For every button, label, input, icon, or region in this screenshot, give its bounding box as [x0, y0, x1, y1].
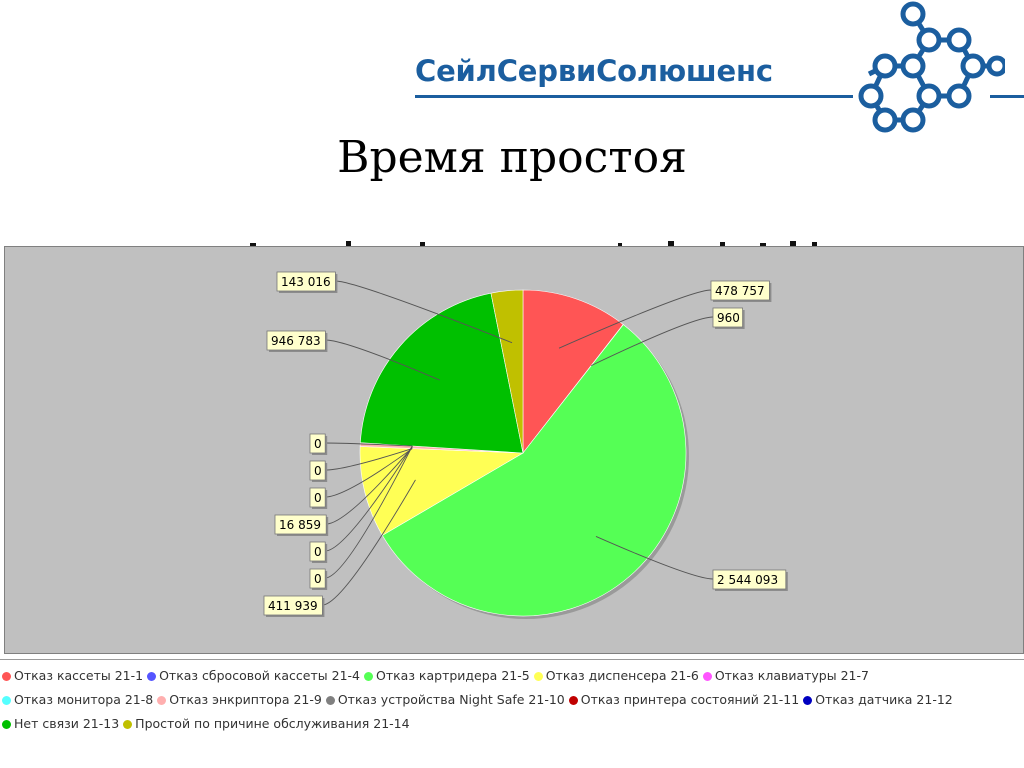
logo-underline-right — [990, 95, 1024, 98]
data-label: 0 — [309, 541, 328, 563]
leader-line — [325, 448, 413, 498]
legend-label: Отказ сбросовой кассеты 21-4 — [159, 668, 360, 683]
legend-swatch-icon — [157, 696, 167, 705]
data-label-text: 478 757 — [715, 284, 765, 298]
logo-text: СейлСервиСолюшенс — [415, 54, 773, 88]
legend-swatch-icon — [2, 696, 11, 705]
data-label-text: 0 — [314, 545, 322, 559]
leader-line — [591, 316, 714, 367]
legend-label: Отказ кассеты 21-1 — [14, 668, 144, 683]
legend-item[interactable]: Отказ энкриптора 21-9 — [157, 688, 322, 712]
data-label: 411 939 — [263, 595, 325, 617]
legend-row: Отказ кассеты 21-1 Отказ сбросовой кассет… — [2, 664, 1022, 688]
data-label-text: 0 — [314, 437, 322, 451]
legend-item[interactable]: Отказ кассеты 21-1 — [2, 664, 143, 688]
chart-legend: Отказ кассеты 21-1 Отказ сбросовой кассет… — [2, 664, 1022, 736]
legend-item[interactable]: Отказ монитора 21-8 — [2, 688, 153, 712]
legend-label: Отказ принтера состояний 21-11 — [580, 692, 800, 707]
legend-item[interactable]: Отказ принтера состояний 21-11 — [568, 688, 800, 712]
legend-label: Отказ устройства Night Safe 21-10 — [337, 692, 565, 707]
logo-underline — [415, 95, 853, 98]
pie-slice[interactable] — [381, 324, 687, 617]
data-label-text: 946 783 — [271, 334, 321, 348]
leader-line — [325, 448, 413, 471]
data-label-text: 2 544 093 — [717, 573, 778, 587]
legend-swatch-icon — [2, 720, 11, 729]
legend-row: Нет связи 21-13 Простой по причине обслуж… — [2, 712, 1022, 736]
company-logo: СейлСервиСолюшенс — [415, 0, 1024, 140]
legend-separator — [0, 659, 1024, 660]
legend-item[interactable]: Простой по причине обслуживания 21-14 — [123, 712, 410, 736]
leader-line — [325, 442, 413, 447]
data-label: 143 016 — [276, 271, 338, 293]
data-label: 2 544 093 — [712, 569, 788, 591]
leader-line — [558, 289, 712, 349]
legend-row: Отказ монитора 21-8 Отказ энкриптора 21-9… — [2, 688, 1022, 712]
data-label: 478 757 — [710, 280, 772, 302]
legend-item[interactable]: Отказ устройства Night Safe 21-10 — [325, 688, 565, 712]
legend-item[interactable]: Отказ картридера 21-5 — [363, 664, 530, 688]
leader-line — [322, 479, 416, 606]
legend-swatch-icon — [363, 672, 373, 681]
page-title: Время простоя — [337, 132, 687, 183]
data-label: 0 — [309, 487, 328, 509]
legend-label: Отказ монитора 21-8 — [14, 692, 154, 707]
data-label: 0 — [309, 568, 328, 590]
legend-label: Отказ энкриптора 21-9 — [169, 692, 322, 707]
leader-line — [325, 445, 413, 579]
leader-line — [335, 280, 513, 344]
clipped-chart-header — [0, 236, 1024, 246]
legend-swatch-icon — [147, 672, 157, 681]
leader-line — [325, 339, 440, 381]
data-label-text: 411 939 — [268, 599, 318, 613]
legend-label: Нет связи 21-13 — [14, 716, 120, 731]
pie-chart: 478 757 960 2 544 093 411 939 0 0 16 859 0 0 0 946… — [263, 271, 788, 619]
legend-swatch-icon — [123, 720, 133, 729]
data-label: 960 — [712, 307, 745, 329]
data-label-text: 0 — [314, 464, 322, 478]
data-label-text: 960 — [717, 311, 740, 325]
leader-line — [325, 445, 413, 552]
molecule-logo-icon — [858, 1, 1005, 133]
legend-item[interactable]: Нет связи 21-13 — [2, 712, 119, 736]
legend-item[interactable]: Отказ сбросовой кассеты 21-4 — [147, 664, 360, 688]
data-label: 0 — [309, 460, 328, 482]
data-label-text: 143 016 — [281, 275, 331, 289]
data-label-text: 0 — [314, 572, 322, 586]
legend-swatch-icon — [568, 696, 578, 705]
legend-swatch-icon — [2, 672, 11, 681]
pie-slice[interactable] — [360, 292, 524, 454]
legend-swatch-icon — [533, 672, 543, 681]
leader-line — [595, 536, 714, 580]
data-label: 0 — [309, 433, 328, 455]
legend-item[interactable]: Отказ клавиатуры 21-7 — [702, 664, 869, 688]
legend-label: Отказ картридера 21-5 — [375, 668, 530, 683]
legend-item[interactable]: Отказ диспенсера 21-6 — [533, 664, 699, 688]
data-label: 946 783 — [266, 330, 328, 352]
leader-line — [326, 446, 413, 525]
data-label: 16 859 — [274, 514, 329, 536]
legend-item[interactable]: Отказ датчика 21-12 — [803, 688, 953, 712]
chart-panel: 478 757 960 2 544 093 411 939 0 0 16 859 0 0 0 946… — [4, 246, 1024, 654]
legend-label: Отказ клавиатуры 21-7 — [714, 668, 869, 683]
data-label-text: 16 859 — [279, 518, 321, 532]
legend-swatch-icon — [803, 696, 813, 705]
legend-label: Отказ диспенсера 21-6 — [545, 668, 699, 683]
pie-slice[interactable] — [490, 289, 524, 454]
legend-label: Простой по причине обслуживания 21-14 — [135, 716, 410, 731]
legend-swatch-icon — [702, 672, 712, 681]
legend-label: Отказ датчика 21-12 — [815, 692, 953, 707]
legend-swatch-icon — [325, 696, 335, 705]
data-label-text: 0 — [314, 491, 322, 505]
